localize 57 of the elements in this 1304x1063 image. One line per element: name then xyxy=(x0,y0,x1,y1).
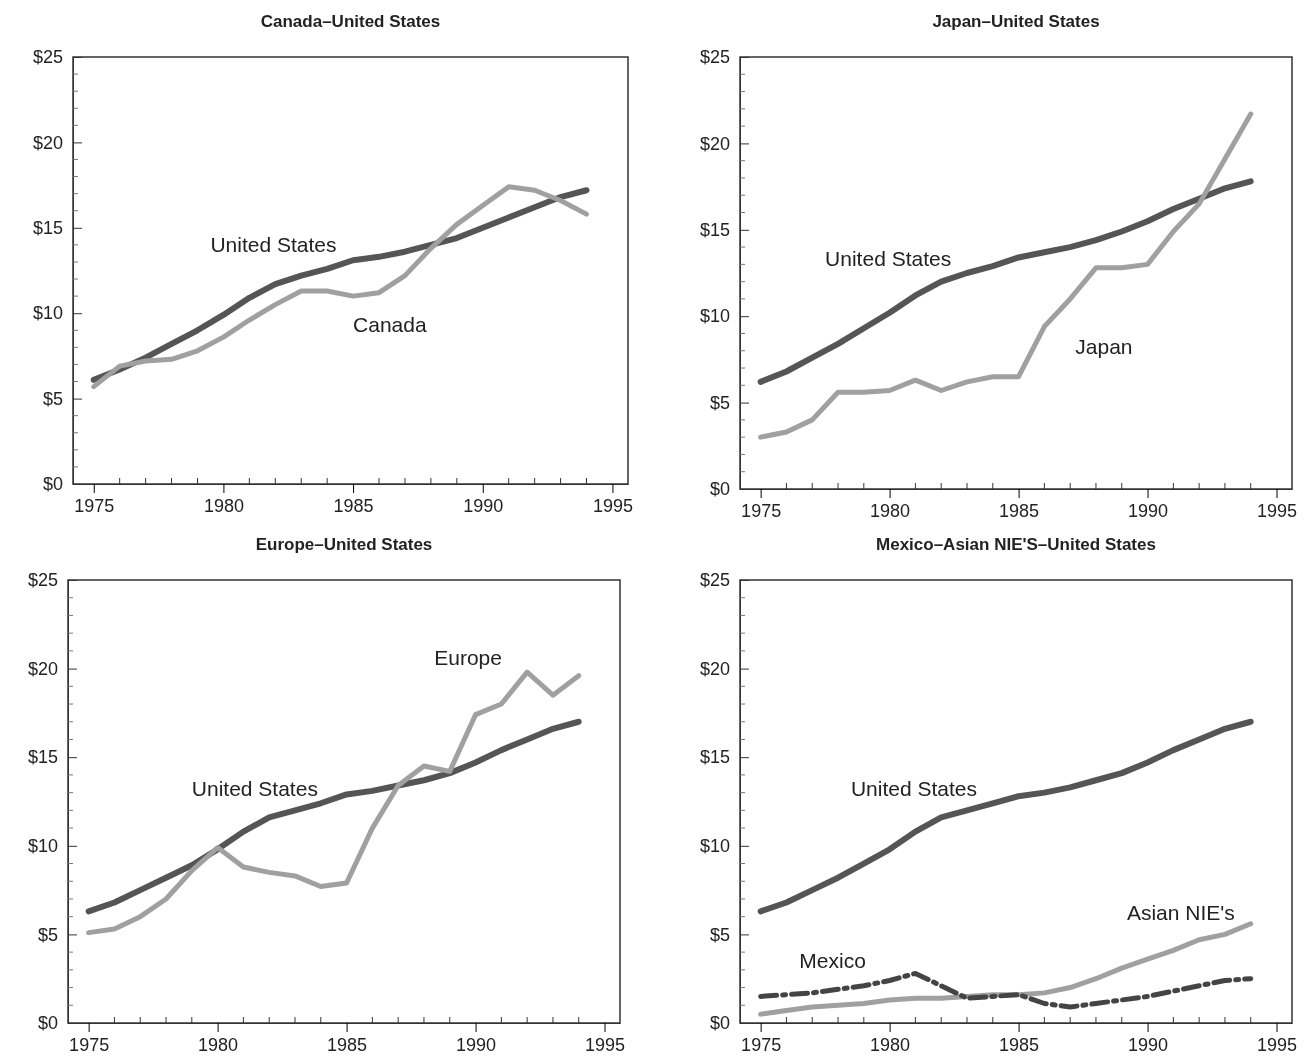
y-tick-label: $25 xyxy=(699,47,730,68)
series-label: Canada xyxy=(353,312,427,336)
y-tick-label: $20 xyxy=(27,658,58,679)
x-tick-label: 1985 xyxy=(327,1035,368,1056)
chart-title: Japan–United States xyxy=(932,12,1100,31)
y-tick-label: $0 xyxy=(709,479,730,500)
x-tick-label: 1990 xyxy=(1128,501,1169,522)
y-tick-label: $15 xyxy=(32,218,63,239)
series-label: United States xyxy=(850,777,977,801)
x-tick-label: 1990 xyxy=(463,496,504,517)
x-tick-label: 1980 xyxy=(203,496,244,517)
x-tick-label: 1995 xyxy=(1257,1035,1298,1056)
x-tick-label: 1995 xyxy=(585,1035,626,1056)
y-tick-label: $25 xyxy=(32,47,63,68)
y-tick-label: $10 xyxy=(27,836,58,857)
x-tick-label: 1990 xyxy=(456,1035,497,1056)
y-tick-label: $10 xyxy=(699,836,730,857)
x-tick-label: 1990 xyxy=(1128,1035,1169,1056)
series-label: Japan xyxy=(1075,335,1133,359)
y-tick-label: $15 xyxy=(27,747,58,768)
x-tick-label: 1980 xyxy=(870,1035,911,1056)
x-tick-label: 1975 xyxy=(741,501,782,522)
series-label: United States xyxy=(191,777,318,801)
x-tick-label: 1995 xyxy=(592,496,633,517)
y-tick-label: $25 xyxy=(27,570,58,591)
x-tick-label: 1985 xyxy=(333,496,374,517)
y-tick-label: $10 xyxy=(32,303,63,324)
x-tick-label: 1985 xyxy=(999,1035,1040,1056)
series-label: United States xyxy=(825,247,952,271)
y-tick-label: $5 xyxy=(709,392,730,413)
y-tick-label: $5 xyxy=(709,924,730,945)
y-tick-label: $20 xyxy=(699,133,730,154)
chart-title: Canada–United States xyxy=(260,12,441,31)
y-tick-label: $5 xyxy=(37,924,58,945)
y-tick-label: $5 xyxy=(42,388,63,409)
series-label: United States xyxy=(210,232,337,256)
x-tick-label: 1975 xyxy=(74,496,115,517)
series-label: Asian NIE's xyxy=(1126,901,1235,925)
chart-title: Europe–United States xyxy=(255,535,433,554)
x-tick-label: 1975 xyxy=(741,1035,782,1056)
y-tick-label: $25 xyxy=(699,570,730,591)
y-tick-label: $20 xyxy=(699,658,730,679)
y-tick-label: $15 xyxy=(699,220,730,241)
x-tick-label: 1980 xyxy=(198,1035,239,1056)
x-tick-label: 1995 xyxy=(1257,501,1298,522)
y-tick-label: $0 xyxy=(42,474,63,495)
x-tick-label: 1985 xyxy=(999,501,1040,522)
y-tick-label: $20 xyxy=(32,132,63,153)
y-tick-label: $10 xyxy=(699,306,730,327)
x-tick-label: 1975 xyxy=(69,1035,110,1056)
chart-title: Mexico–Asian NIE'S–United States xyxy=(876,535,1156,554)
x-tick-label: 1980 xyxy=(870,501,911,522)
series-label: Mexico xyxy=(799,949,866,973)
series-label: Europe xyxy=(434,646,502,670)
y-tick-label: $0 xyxy=(709,1013,730,1034)
y-tick-label: $15 xyxy=(699,747,730,768)
y-tick-label: $0 xyxy=(37,1013,58,1034)
